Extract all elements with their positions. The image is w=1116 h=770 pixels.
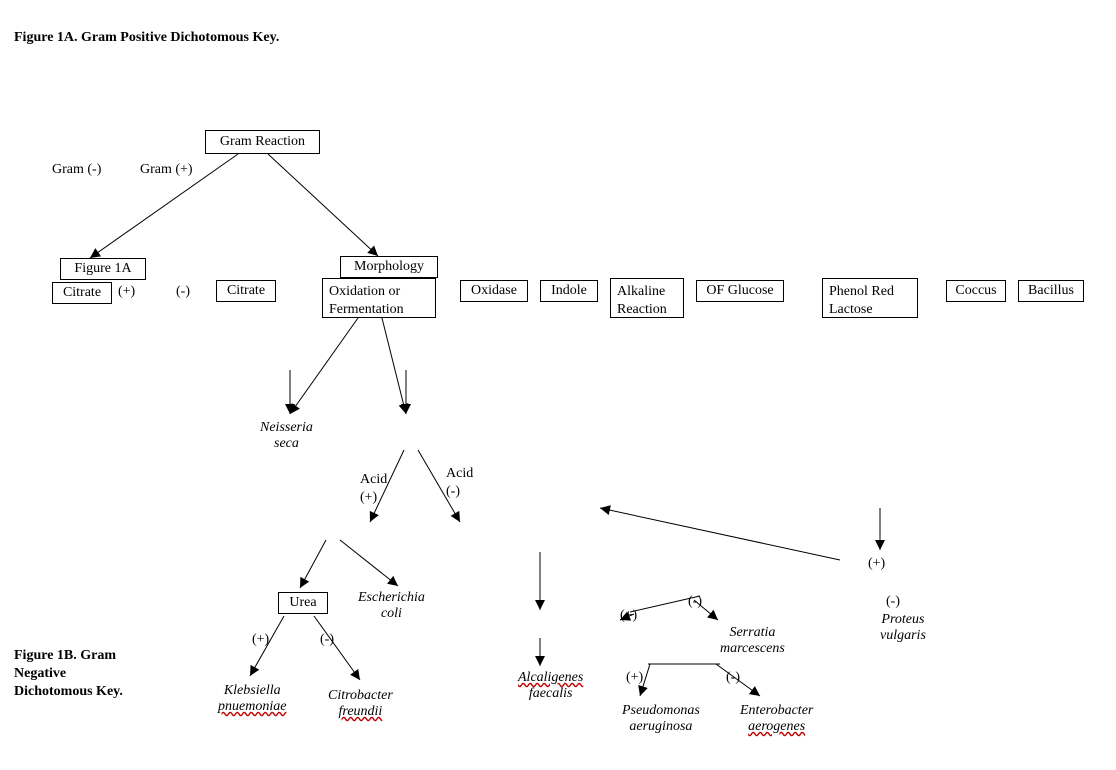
label-mid-plus: (+): [620, 608, 637, 624]
leaf-klebsiella-line1: Klebsiella: [224, 683, 281, 698]
label-citrate-plus: (+): [118, 284, 135, 300]
leaf-enterobacter-line2: aerogenes: [748, 719, 805, 734]
node-citrate-mid: Citrate: [216, 280, 276, 302]
figure-1a-title: Figure 1A. Gram Positive Dichotomous Key…: [14, 30, 279, 46]
leaf-citrobacter: Citrobacter freundii: [328, 688, 393, 720]
leaf-citrobacter-line2: freundii: [339, 704, 383, 719]
node-phenol-line2: Lactose: [829, 302, 873, 317]
node-coccus: Coccus: [946, 280, 1006, 302]
leaf-serratia: Serratia marcescens: [720, 625, 785, 657]
leaf-citrobacter-line1: Citrobacter: [328, 688, 393, 703]
label-urea-minus: (-): [320, 632, 334, 648]
figure-1b-title-line3: Dichotomous Key.: [14, 684, 123, 700]
node-alk-line1: Alkaline: [617, 284, 665, 299]
label-gram-pos: Gram (+): [140, 162, 193, 178]
node-alkaline-reaction: Alkaline Reaction: [610, 278, 684, 318]
leaf-alcaligenes-line2: faecalis: [529, 686, 573, 701]
label-urea-plus: (+): [252, 632, 269, 648]
label-citrate-minus: (-): [176, 284, 190, 300]
node-oxid-line2: Fermentation: [329, 302, 404, 317]
node-alk-line2: Reaction: [617, 302, 667, 317]
label-gram-neg: Gram (-): [52, 162, 101, 178]
node-oxidase: Oxidase: [460, 280, 528, 302]
leaf-neisseria: Neisseria seca: [260, 420, 313, 452]
figure-1b-title-line2: Negative: [14, 666, 66, 682]
label-bot-minus: (-): [726, 670, 740, 686]
node-gram-reaction: Gram Reaction: [205, 130, 320, 154]
leaf-proteus-line1: Proteus: [881, 612, 924, 627]
leaf-proteus: Proteus vulgaris: [880, 612, 926, 644]
leaf-klebsiella: Klebsiella pnuemoniae: [218, 683, 286, 715]
node-morphology: Morphology: [340, 256, 438, 278]
leaf-klebsiella-line2: pnuemoniae: [218, 699, 286, 714]
figure-1b-title-line1: Figure 1B. Gram: [14, 648, 116, 664]
leaf-ecoli-line2: coli: [381, 606, 402, 621]
leaf-enterobacter: Enterobacter aerogenes: [740, 703, 813, 735]
node-bacillus: Bacillus: [1018, 280, 1084, 302]
label-acid-plus-line1: Acid: [360, 472, 387, 488]
label-right-minus: (-): [886, 594, 900, 610]
leaf-serratia-line1: Serratia: [729, 625, 775, 640]
leaf-serratia-line2: marcescens: [720, 641, 785, 656]
label-right-plus-top: (+): [868, 556, 885, 572]
leaf-ecoli: Escherichia coli: [358, 590, 425, 622]
leaf-alcaligenes-line1: Alcaligenes: [518, 670, 583, 685]
leaf-pseudomonas-line1: Pseudomonas: [622, 703, 700, 718]
node-phenol-line1: Phenol Red: [829, 284, 894, 299]
label-bot-plus: (+): [626, 670, 643, 686]
node-phenol-red-lactose: Phenol Red Lactose: [822, 278, 918, 318]
node-urea: Urea: [278, 592, 328, 614]
node-indole: Indole: [540, 280, 598, 302]
leaf-neisseria-line1: Neisseria: [260, 420, 313, 435]
leaf-enterobacter-line1: Enterobacter: [740, 703, 813, 718]
label-acid-plus-line2: (+): [360, 490, 377, 506]
arrows-layer: [0, 0, 1116, 770]
label-mid-minus: (-): [688, 594, 702, 610]
label-acid-minus-line2: (-): [446, 484, 460, 500]
node-oxidation-fermentation: Oxidation or Fermentation: [322, 278, 436, 318]
node-citrate-left: Citrate: [52, 282, 112, 304]
leaf-pseudomonas-line2: aeruginosa: [629, 719, 692, 734]
node-figure-1a: Figure 1A: [60, 258, 146, 280]
label-acid-minus-line1: Acid: [446, 466, 473, 482]
leaf-proteus-line2: vulgaris: [880, 628, 926, 643]
leaf-ecoli-line1: Escherichia: [358, 590, 425, 605]
node-oxid-line1: Oxidation or: [329, 284, 400, 299]
leaf-neisseria-line2: seca: [274, 436, 299, 451]
leaf-pseudomonas: Pseudomonas aeruginosa: [622, 703, 700, 735]
leaf-alcaligenes: Alcaligenes faecalis: [518, 670, 583, 702]
node-of-glucose: OF Glucose: [696, 280, 784, 302]
diagram-canvas: Figure 1A. Gram Positive Dichotomous Key…: [0, 0, 1116, 770]
